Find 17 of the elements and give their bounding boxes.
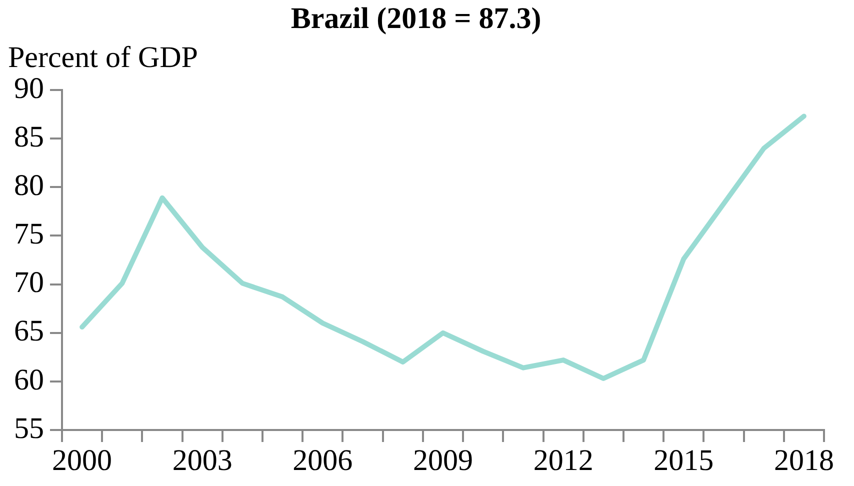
x-tick-label: 2003 [172, 444, 232, 477]
y-tick-label: 85 [14, 120, 44, 154]
x-tick-label: 2000 [52, 444, 112, 477]
y-tick-label: 70 [14, 266, 44, 300]
chart-title: Brazil (2018 = 87.3) [290, 2, 542, 35]
x-tick-label: 2015 [654, 444, 714, 477]
y-tick-label: 55 [14, 412, 44, 445]
x-tick-label: 2009 [413, 444, 473, 477]
x-tick-label: 2012 [533, 444, 594, 477]
x-tick-label: 2018 [774, 444, 834, 477]
y-tick-label: 90 [14, 72, 44, 105]
x-tick-label: 2006 [292, 444, 353, 477]
y-tick-label: 80 [14, 169, 44, 202]
y-tick-label: 75 [14, 218, 44, 251]
y-tick-label: 60 [14, 363, 44, 396]
y-tick-label: 65 [14, 314, 44, 348]
y-axis-title: Percent of GDP [8, 40, 198, 74]
